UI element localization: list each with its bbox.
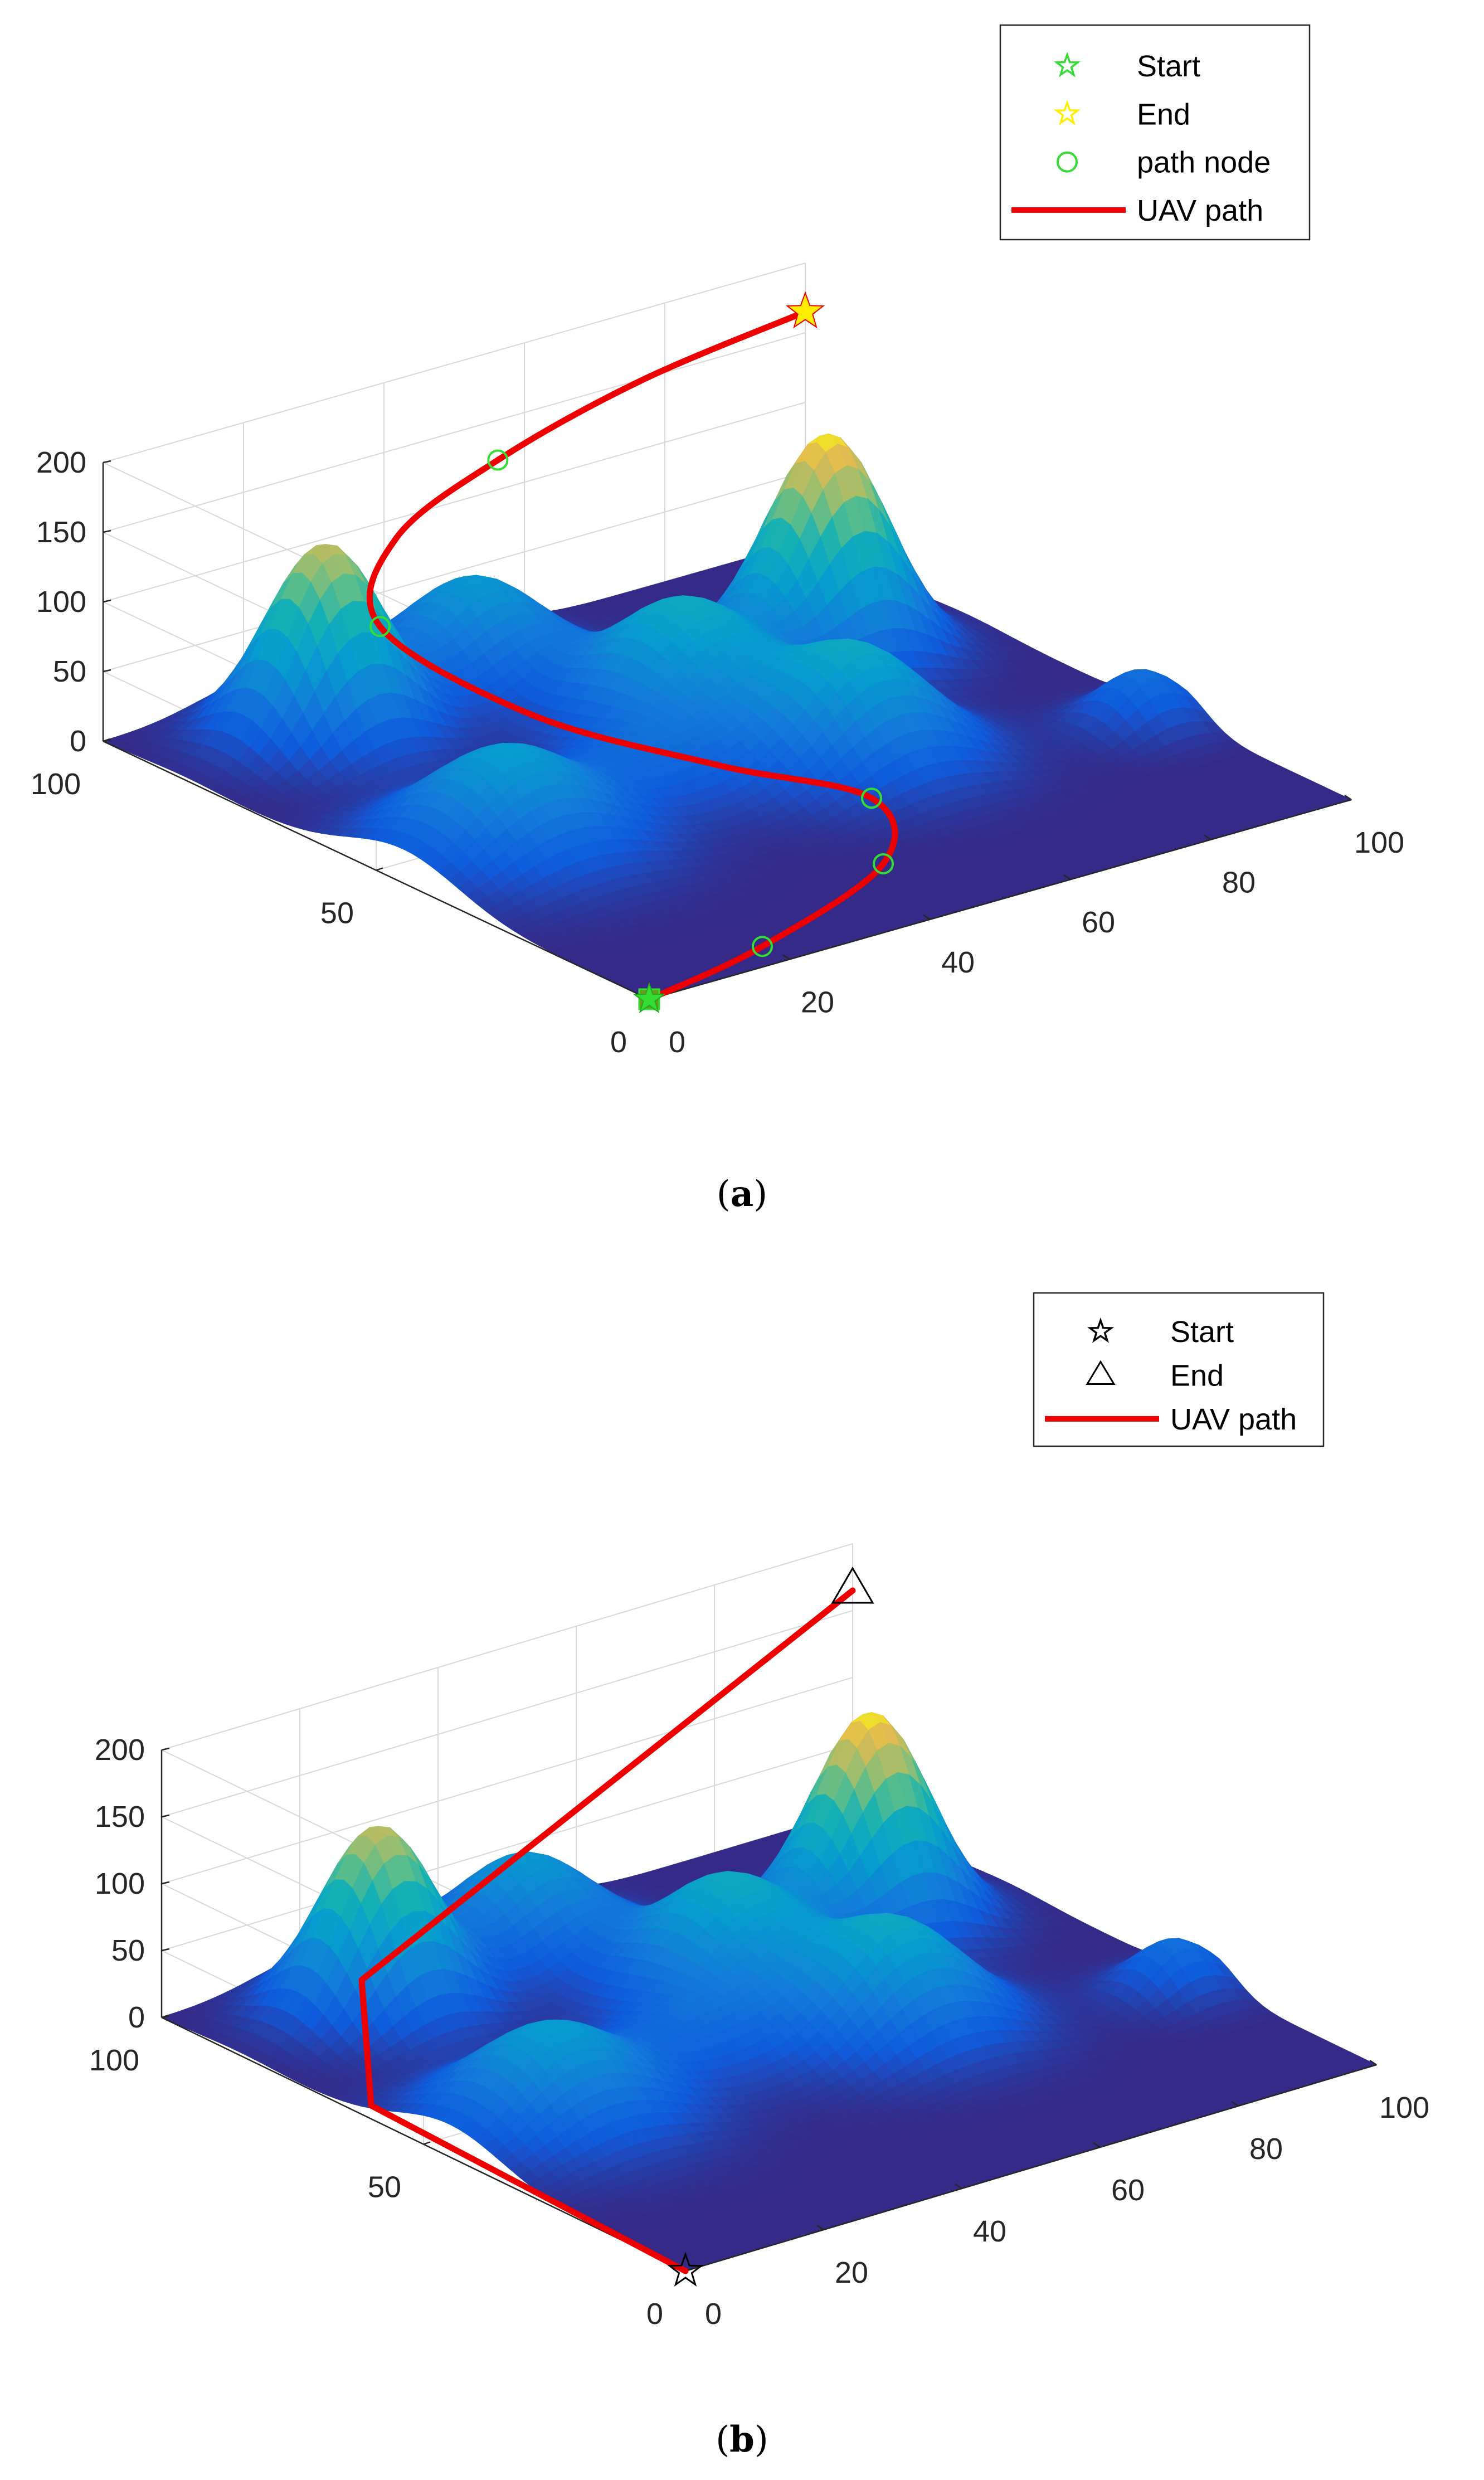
z-tick-label: 150	[36, 516, 86, 549]
z-tick	[103, 599, 111, 603]
start-marker	[632, 981, 666, 1014]
end-marker	[785, 291, 825, 329]
z-tick-label: 100	[36, 585, 86, 619]
y-tick-label: 0	[610, 1025, 627, 1059]
z-tick	[103, 738, 111, 742]
x-tick	[1063, 874, 1071, 881]
legend-label: End	[1137, 98, 1190, 131]
uav-path-group	[366, 291, 898, 1014]
chart-panel-a: 0 20 40 60 80 100 0 50 100 0 50 100 150 200 Start End pa…	[31, 24, 1404, 1215]
x-tick	[923, 914, 931, 920]
path-node-marker	[861, 787, 882, 809]
surface-group	[160, 1711, 1378, 2272]
path-node-marker	[369, 616, 391, 638]
chart-panel-b: 0 20 40 60 80 100 0 50 100 0 50 100 150 200 Start End UA…	[0, 1240, 1484, 2480]
uav-path-line	[366, 309, 898, 1003]
legend-marker-star	[1053, 100, 1081, 125]
z-tick-label: 200	[36, 446, 86, 479]
legend-marker-star	[1053, 51, 1081, 77]
path-node-marker	[752, 936, 773, 957]
x-tick	[1344, 794, 1352, 801]
y-tick-label: 100	[31, 767, 81, 801]
x-axis-line	[649, 799, 1352, 1000]
chart-a-svg: 0 20 40 60 80 100 0 50 100 0 50 100 150 200 Start End pa…	[31, 24, 1404, 1059]
x-tick-label: 20	[801, 985, 834, 1019]
axes-group: 0 20 40 60 80 100 0 50 100 0 50 100 150 200	[31, 446, 1404, 1059]
caption-a-letter: a	[730, 1173, 754, 1215]
x-tick-label: 0	[669, 1025, 685, 1059]
x-tick	[782, 954, 790, 960]
z-tick-label: 50	[53, 655, 86, 688]
x-tick-label: 100	[1354, 826, 1404, 859]
path-node-marker	[487, 449, 509, 471]
legend-marker-circle	[1057, 151, 1078, 173]
z-tick-label: 0	[70, 724, 86, 758]
legend-label: UAV path	[1137, 194, 1263, 227]
z-tick	[103, 460, 111, 464]
z-tick	[103, 529, 111, 533]
x-tick	[1204, 834, 1211, 840]
y-tick	[376, 867, 383, 871]
x-tick-label: 80	[1222, 866, 1256, 899]
legend-box	[999, 24, 1311, 241]
legend-label: path node	[1137, 146, 1271, 179]
legend-label: Start	[1137, 50, 1200, 83]
chart-b-svg: 020406080100050100050100150200StartEndUA…	[89, 1292, 1429, 2331]
x-tick-label: 40	[941, 946, 975, 979]
caption-a: (a)	[716, 1173, 768, 1215]
surface-group	[102, 433, 1352, 1000]
y-tick-label: 50	[320, 897, 354, 930]
x-tick-label: 60	[1082, 906, 1115, 939]
z-tick	[103, 669, 111, 673]
path-node-marker	[873, 853, 894, 874]
legend: Start End path node UAV path	[999, 24, 1311, 241]
